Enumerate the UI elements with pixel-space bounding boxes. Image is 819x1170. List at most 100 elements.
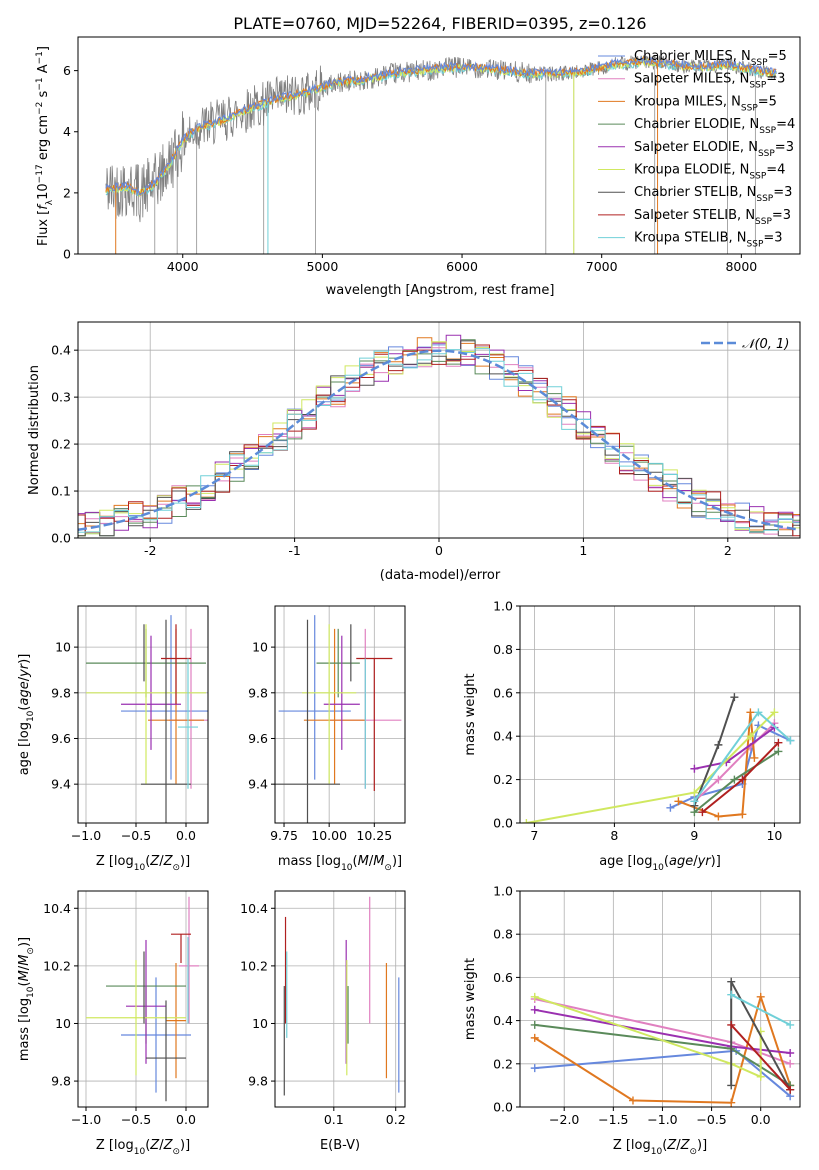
legend-label-part: SSP bbox=[758, 149, 775, 159]
mass-vs-z-ylabel-part: )] bbox=[17, 937, 32, 947]
spectrum-ylabel-part: 10 bbox=[36, 183, 51, 200]
spectrum-axes: 4000 5000 6000 7000 8000 0 2 4 6 wavelength [Angs… bbox=[35, 36, 801, 298]
age-vs-z-ylabel: age [log10(age/yr)] bbox=[17, 654, 36, 776]
mass-weight-marker bbox=[746, 732, 755, 741]
x-tick-label: 9 bbox=[690, 828, 698, 843]
age-vs-z-xlabel-part: )] bbox=[180, 854, 190, 869]
legend-label-part: =5 bbox=[758, 94, 777, 109]
residual-histogram-step bbox=[78, 337, 800, 531]
y-tick-label: 0.2 bbox=[51, 437, 71, 452]
y-tick-label: 1.0 bbox=[493, 599, 513, 614]
legend-label-part: =3 bbox=[772, 208, 791, 223]
legend-label: Chabrier STELIB, NSSP=3 bbox=[634, 185, 792, 204]
age-vs-z-ylabel-part: yr bbox=[17, 662, 32, 678]
x-tick-label: 0.0 bbox=[751, 1112, 771, 1127]
y-tick-label: 2 bbox=[63, 185, 71, 200]
weight-vs-z-xlabel-part: Z bbox=[680, 1138, 691, 1153]
x-tick-label: 7000 bbox=[586, 259, 618, 274]
weight-vs-z-xlabel-part: Z [log bbox=[613, 1138, 651, 1153]
weight-vs-z-xlabel-part: 10 bbox=[651, 1147, 663, 1157]
weight-vs-age-xlabel-part: yr bbox=[697, 854, 713, 869]
y-tick-label: 10 bbox=[252, 1016, 268, 1031]
mass-vs-z-ylabel-part: 10 bbox=[26, 986, 36, 998]
y-tick-label: 9.4 bbox=[248, 777, 268, 792]
mass-vs-z-frame bbox=[77, 890, 209, 1108]
mass-weight-marker bbox=[774, 738, 783, 747]
residuals-ylabel-part: Normed distribution bbox=[27, 365, 42, 495]
weight-vs-z-xlabel-part: )] bbox=[697, 1138, 707, 1153]
y-tick-label: 0.1 bbox=[51, 484, 71, 499]
weight-vs-age-xlabel-part: age bbox=[669, 854, 693, 869]
age-vs-mass-frame bbox=[274, 605, 406, 824]
residuals-xlabel-part: (data-model)/error bbox=[380, 568, 501, 583]
mass-weight-marker bbox=[666, 803, 675, 812]
spectrum-ylabel-part: f bbox=[36, 203, 51, 210]
age-vs-mass-plot-area bbox=[275, 615, 402, 823]
x-tick-label: 8000 bbox=[725, 259, 757, 274]
mass-vs-z-xlabel-part: / bbox=[159, 1138, 164, 1153]
mass-weight-marker bbox=[746, 708, 755, 717]
legend-label: 𝒩(0, 1) bbox=[742, 337, 789, 352]
spectrum-ylabel-part: λ bbox=[45, 199, 55, 205]
legend-label-part: SSP bbox=[749, 81, 766, 91]
mass-vs-z-xlabel-part: )] bbox=[180, 1138, 190, 1153]
spectrum-xlabel-part: wavelength [Angstrom, rest frame] bbox=[326, 283, 555, 298]
mass-vs-ebv-xlabel: E(B-V) bbox=[320, 1138, 360, 1153]
y-tick-label: 9.6 bbox=[51, 731, 71, 746]
y-tick-label: 0.3 bbox=[51, 390, 71, 405]
legend-label-part: SSP bbox=[747, 240, 764, 250]
y-tick-label: 4 bbox=[63, 124, 71, 139]
x-tick-label: -2 bbox=[144, 543, 156, 558]
x-tick-label: 10.25 bbox=[356, 828, 392, 843]
age-vs-mass-xlabel-part: ⊙ bbox=[384, 863, 392, 873]
spectrum-ylabel-part: erg cm bbox=[36, 115, 51, 164]
age-vs-mass-xlabel-part: )] bbox=[392, 854, 402, 869]
y-tick-label: 0.6 bbox=[493, 685, 513, 700]
legend-label-part: Salpeter ELODIE, N bbox=[634, 140, 758, 155]
y-tick-label: 9.8 bbox=[51, 685, 71, 700]
residuals-xlabel: (data-model)/error bbox=[380, 568, 501, 583]
spectrum-ylabel-part: −1 bbox=[35, 51, 45, 64]
residual-histogram-step bbox=[78, 344, 800, 537]
legend-label-part: SSP bbox=[756, 194, 773, 204]
y-tick-label: 6 bbox=[63, 63, 71, 78]
y-tick-label: 9.4 bbox=[51, 777, 71, 792]
mass-weight-marker bbox=[727, 1098, 736, 1107]
x-tick-label: −0.5 bbox=[696, 1112, 726, 1127]
x-tick-label: 7 bbox=[530, 828, 538, 843]
legend-label: Chabrier ELODIE, NSSP=4 bbox=[634, 117, 795, 136]
mass-vs-z-plot-area bbox=[86, 896, 199, 1102]
mass-weight-marker bbox=[727, 1020, 736, 1029]
mass-weight-line bbox=[693, 696, 736, 806]
y-tick-label: 10 bbox=[252, 640, 268, 655]
age-vs-z-frame bbox=[77, 605, 209, 824]
age-vs-mass-xlabel-part: / bbox=[369, 854, 374, 869]
y-tick-label: 0.2 bbox=[493, 772, 513, 787]
y-tick-label: 10 bbox=[55, 640, 71, 655]
mass-weight-marker bbox=[714, 775, 723, 784]
age-vs-mass-xlabel-part: 10 bbox=[341, 863, 353, 873]
mass-weight-marker bbox=[750, 753, 759, 762]
x-tick-label: 0.0 bbox=[176, 828, 196, 843]
x-tick-label: 0.0 bbox=[176, 1112, 196, 1127]
weight-vs-z-ylabel: mass weight bbox=[463, 958, 478, 1040]
mass-vs-z-xlabel-part: Z bbox=[163, 1138, 174, 1153]
age-vs-z-ylabel-part: 10 bbox=[26, 710, 36, 722]
legend-label-part: Kroupa MILES, N bbox=[634, 94, 741, 109]
legend-label-part: =3 bbox=[775, 140, 794, 155]
mass-weight-marker bbox=[674, 797, 683, 806]
residual-histogram-step bbox=[78, 339, 800, 537]
weight-vs-z-ylabel-part: mass weight bbox=[463, 958, 478, 1040]
residuals-ylabel: Normed distribution bbox=[27, 365, 42, 495]
legend-label: Salpeter MILES, NSSP=3 bbox=[634, 72, 785, 91]
age-vs-z-xlabel-part: / bbox=[159, 854, 164, 869]
mass-weight-marker bbox=[727, 977, 736, 986]
mass-weight-marker bbox=[730, 775, 739, 784]
mass-vs-ebv-plot-area bbox=[283, 896, 400, 1096]
mass-weight-marker bbox=[530, 1005, 539, 1014]
legend-label-part: =4 bbox=[766, 163, 785, 178]
mass-weight-line bbox=[526, 711, 776, 823]
spectrum-ylabel-part: −1 bbox=[35, 77, 45, 90]
weight-vs-z-xlabel-part: ( bbox=[662, 1138, 667, 1153]
